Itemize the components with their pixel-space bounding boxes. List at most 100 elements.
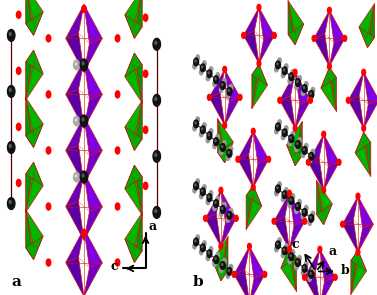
- Circle shape: [273, 32, 276, 38]
- Polygon shape: [253, 131, 269, 163]
- Circle shape: [318, 246, 322, 252]
- Polygon shape: [295, 122, 302, 166]
- Polygon shape: [329, 38, 345, 66]
- Polygon shape: [66, 173, 84, 206]
- Circle shape: [46, 35, 51, 42]
- Circle shape: [74, 116, 80, 126]
- Circle shape: [226, 155, 230, 160]
- Polygon shape: [225, 69, 240, 101]
- Circle shape: [242, 32, 245, 38]
- Circle shape: [115, 91, 120, 98]
- Polygon shape: [329, 10, 345, 42]
- Circle shape: [228, 152, 230, 153]
- Polygon shape: [314, 10, 329, 38]
- Circle shape: [232, 271, 236, 277]
- Circle shape: [281, 73, 285, 78]
- Polygon shape: [295, 100, 311, 128]
- Polygon shape: [84, 38, 102, 72]
- Circle shape: [276, 241, 280, 249]
- Polygon shape: [317, 181, 324, 225]
- Circle shape: [284, 131, 285, 133]
- Circle shape: [195, 184, 196, 186]
- Circle shape: [309, 91, 314, 98]
- Circle shape: [155, 153, 157, 156]
- Polygon shape: [364, 100, 377, 128]
- Circle shape: [284, 193, 285, 195]
- Circle shape: [295, 84, 298, 90]
- Polygon shape: [355, 132, 371, 176]
- Polygon shape: [238, 155, 253, 187]
- Polygon shape: [218, 119, 233, 163]
- Polygon shape: [66, 33, 84, 72]
- Polygon shape: [84, 263, 102, 295]
- Circle shape: [82, 230, 86, 237]
- Polygon shape: [351, 250, 358, 294]
- Circle shape: [17, 123, 21, 130]
- Polygon shape: [134, 165, 142, 215]
- Polygon shape: [26, 97, 43, 148]
- Polygon shape: [84, 229, 102, 268]
- Circle shape: [196, 235, 199, 240]
- Polygon shape: [244, 7, 259, 35]
- Circle shape: [277, 243, 278, 245]
- Polygon shape: [280, 72, 295, 100]
- Circle shape: [208, 196, 210, 198]
- Circle shape: [228, 270, 230, 271]
- Circle shape: [207, 70, 212, 78]
- Circle shape: [220, 144, 225, 151]
- Polygon shape: [26, 162, 43, 212]
- Circle shape: [248, 243, 251, 249]
- Circle shape: [275, 129, 278, 134]
- Circle shape: [215, 258, 216, 260]
- Circle shape: [278, 97, 282, 103]
- Circle shape: [203, 241, 206, 246]
- Circle shape: [219, 211, 223, 217]
- Circle shape: [219, 243, 223, 249]
- Circle shape: [222, 264, 223, 266]
- Circle shape: [200, 126, 205, 134]
- Polygon shape: [355, 132, 371, 153]
- Circle shape: [215, 78, 216, 80]
- Circle shape: [194, 58, 199, 66]
- Polygon shape: [280, 96, 295, 128]
- Circle shape: [216, 196, 219, 202]
- Circle shape: [295, 146, 298, 152]
- Circle shape: [309, 97, 313, 103]
- Circle shape: [356, 193, 360, 199]
- Polygon shape: [288, 24, 304, 45]
- Circle shape: [202, 128, 203, 130]
- Circle shape: [229, 208, 233, 214]
- Circle shape: [229, 146, 233, 152]
- Circle shape: [227, 88, 232, 95]
- Circle shape: [281, 135, 285, 140]
- Polygon shape: [274, 193, 290, 221]
- Polygon shape: [26, 162, 43, 186]
- Circle shape: [82, 174, 84, 177]
- Circle shape: [311, 211, 315, 217]
- Circle shape: [213, 205, 216, 211]
- Polygon shape: [134, 100, 142, 150]
- Circle shape: [220, 262, 225, 269]
- Circle shape: [289, 197, 294, 204]
- Polygon shape: [26, 97, 34, 148]
- Circle shape: [311, 149, 315, 155]
- Polygon shape: [212, 260, 228, 281]
- Polygon shape: [134, 0, 142, 38]
- Polygon shape: [125, 100, 142, 150]
- Circle shape: [228, 89, 230, 91]
- Circle shape: [285, 188, 288, 193]
- Polygon shape: [288, 1, 304, 45]
- Circle shape: [288, 246, 291, 252]
- Polygon shape: [364, 132, 371, 176]
- Circle shape: [199, 194, 203, 199]
- Circle shape: [290, 199, 291, 201]
- Circle shape: [8, 30, 15, 41]
- Circle shape: [213, 143, 216, 149]
- Circle shape: [333, 274, 337, 280]
- Circle shape: [143, 182, 148, 189]
- Circle shape: [296, 259, 300, 266]
- Circle shape: [206, 76, 210, 81]
- Circle shape: [303, 274, 307, 280]
- Circle shape: [291, 70, 295, 75]
- Circle shape: [153, 206, 161, 218]
